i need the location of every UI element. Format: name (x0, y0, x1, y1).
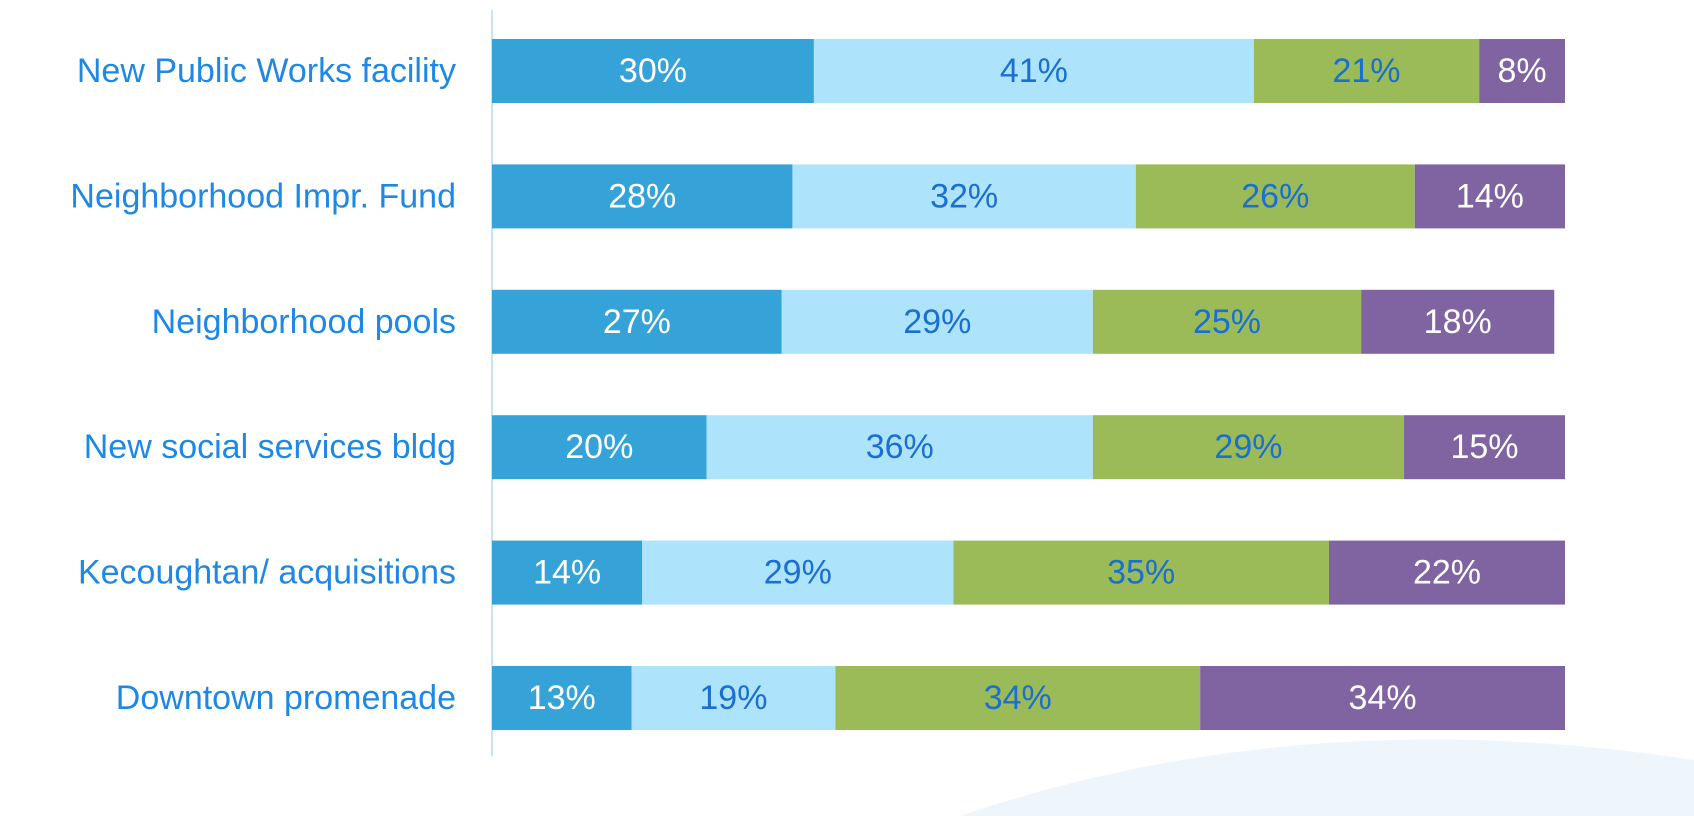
data-label: 29% (903, 303, 971, 341)
bar-segment (1361, 289, 1555, 354)
data-label: 26% (1241, 177, 1309, 215)
data-label: 25% (1193, 303, 1261, 341)
category-label: Downtown promenade (116, 679, 456, 717)
data-label: 28% (608, 177, 676, 215)
bar-segment (1200, 666, 1565, 730)
data-label: 34% (984, 679, 1052, 717)
bar-segment (1092, 289, 1362, 354)
bar-segment (631, 666, 836, 730)
bar-segment (781, 289, 1093, 354)
category-label: Kecoughtan/ acquisitions (78, 554, 456, 592)
decoration-swoosh (960, 739, 1694, 816)
bar-segment (1135, 164, 1415, 229)
category-label: Neighborhood pools (152, 303, 456, 341)
data-label: 13% (528, 679, 596, 717)
category-label: New Public Works facility (77, 52, 456, 90)
bar-segment (492, 415, 707, 480)
bar-segment (642, 540, 954, 605)
data-label: 21% (1332, 52, 1400, 90)
data-label: 34% (1349, 679, 1417, 717)
data-label: 19% (699, 679, 767, 717)
data-label: 35% (1107, 554, 1175, 592)
bar-segment (1414, 164, 1565, 229)
data-label: 32% (930, 177, 998, 215)
bar-segment (492, 164, 793, 229)
data-label: 27% (603, 303, 671, 341)
bar-segment (953, 540, 1329, 605)
data-label: 41% (1000, 52, 1068, 90)
bar-segment (835, 666, 1201, 730)
data-label: 36% (866, 428, 934, 466)
category-label: New social services bldg (84, 428, 456, 466)
bar-segment (1479, 39, 1565, 103)
bar-segment (1328, 540, 1565, 605)
data-label: 29% (764, 554, 832, 592)
data-label: 14% (1456, 177, 1524, 215)
data-label: 15% (1450, 428, 1518, 466)
data-label: 30% (619, 52, 687, 90)
data-label: 22% (1413, 554, 1481, 592)
data-label: 8% (1498, 52, 1547, 90)
bar-segment (492, 39, 814, 103)
bar-segment (813, 39, 1254, 103)
bar-segment (1092, 415, 1405, 480)
bar-segment (792, 164, 1136, 229)
bar-segment (1404, 415, 1565, 480)
bar-segment (706, 415, 1093, 480)
data-label: 20% (565, 428, 633, 466)
bar-segment (492, 666, 632, 730)
data-label: 18% (1424, 303, 1492, 341)
bar-segment (492, 289, 782, 354)
bar-segment (1253, 39, 1480, 103)
category-label: Neighborhood Impr. Fund (70, 177, 456, 215)
data-label: 29% (1214, 428, 1282, 466)
bar-segment (492, 540, 643, 605)
data-label: 14% (533, 554, 601, 592)
